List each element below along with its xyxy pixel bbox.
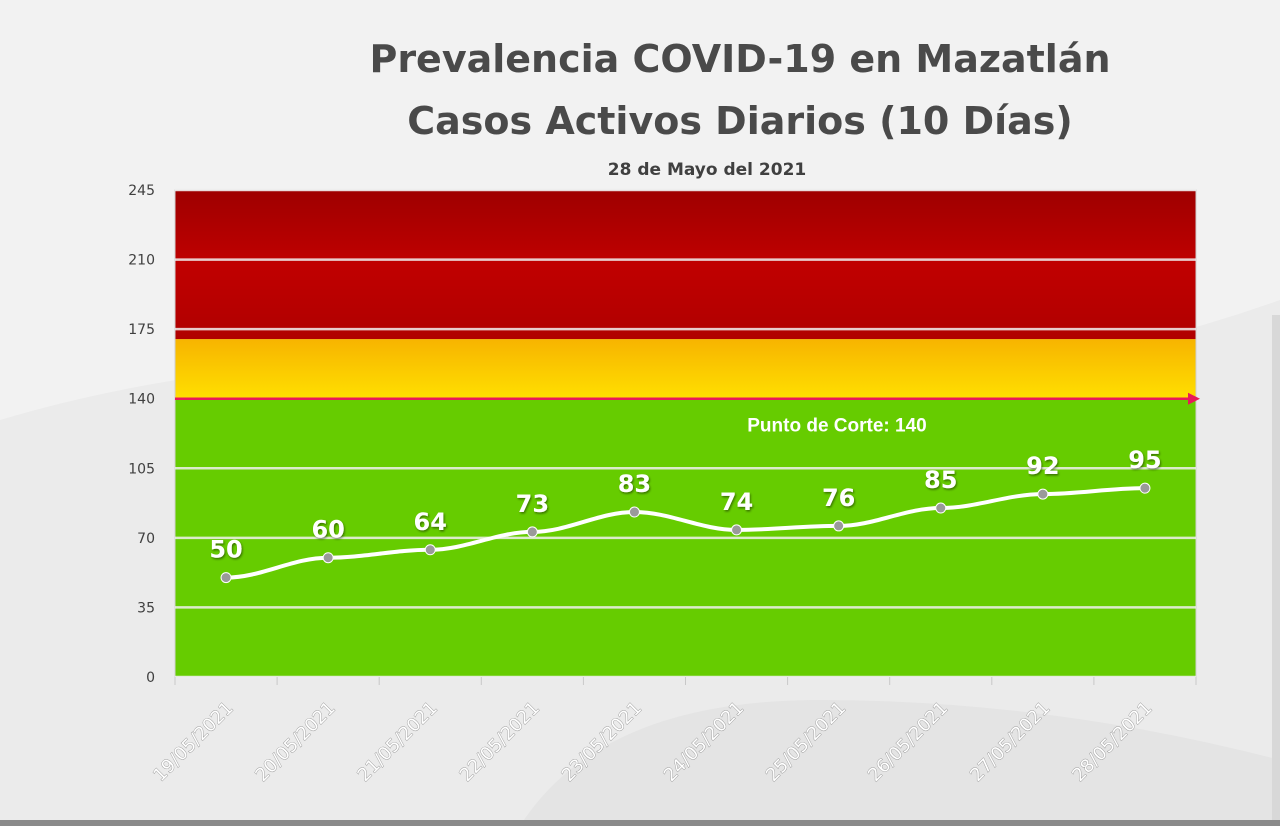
data-point	[1037, 488, 1049, 500]
data-label: 85	[924, 466, 957, 494]
x-tick-label: 23/05/2021	[558, 698, 646, 786]
data-label: 64	[414, 508, 447, 536]
y-tick-label: 70	[137, 531, 155, 547]
x-tick-label: 19/05/2021	[149, 698, 237, 786]
chart-title-line2: Casos Activos Diarios (10 Días)	[407, 99, 1073, 143]
data-point	[526, 526, 538, 538]
x-tick-label: 24/05/2021	[660, 698, 748, 786]
data-point	[1139, 482, 1151, 494]
chart-title-line1: Prevalencia COVID-19 en Mazatlán	[369, 37, 1111, 81]
red-band	[175, 190, 1196, 340]
data-label: 95	[1128, 446, 1161, 474]
data-point	[424, 544, 436, 556]
y-tick-label: 105	[128, 461, 155, 477]
data-point	[322, 552, 334, 564]
y-tick-label: 245	[128, 183, 155, 199]
data-point	[935, 502, 947, 514]
cutoff-arrow	[1188, 392, 1200, 405]
x-tick-label: 22/05/2021	[456, 698, 544, 786]
data-label: 60	[311, 516, 344, 544]
cutoff-label: Punto de Corte: 140	[747, 416, 926, 437]
x-tick-label: 26/05/2021	[864, 698, 952, 786]
data-label: 76	[822, 484, 855, 512]
chart-subtitle: 28 de Mayo del 2021	[607, 160, 807, 180]
y-tick-label: 35	[137, 600, 155, 616]
y-tick-label: 140	[128, 392, 155, 408]
x-tick-label: 21/05/2021	[354, 698, 442, 786]
series-line	[226, 486, 1145, 580]
data-label: 50	[209, 536, 242, 564]
data-point	[731, 524, 743, 536]
x-tick-label: 20/05/2021	[251, 698, 339, 786]
bottom-border	[0, 820, 1280, 826]
x-tick-label: 28/05/2021	[1068, 698, 1156, 786]
data-point	[220, 572, 232, 584]
yellow-band	[175, 339, 1196, 399]
x-tick-label: 25/05/2021	[762, 698, 850, 786]
data-label: 83	[618, 470, 651, 498]
y-tick-label: 210	[128, 253, 155, 269]
y-tick-label: 175	[128, 322, 155, 338]
data-label: 74	[720, 488, 753, 516]
data-label: 92	[1026, 452, 1059, 480]
data-point	[833, 520, 845, 532]
data-label: 73	[516, 490, 549, 518]
data-point	[628, 506, 640, 518]
y-tick-label: 0	[146, 670, 155, 686]
x-tick-label: 27/05/2021	[966, 698, 1054, 786]
